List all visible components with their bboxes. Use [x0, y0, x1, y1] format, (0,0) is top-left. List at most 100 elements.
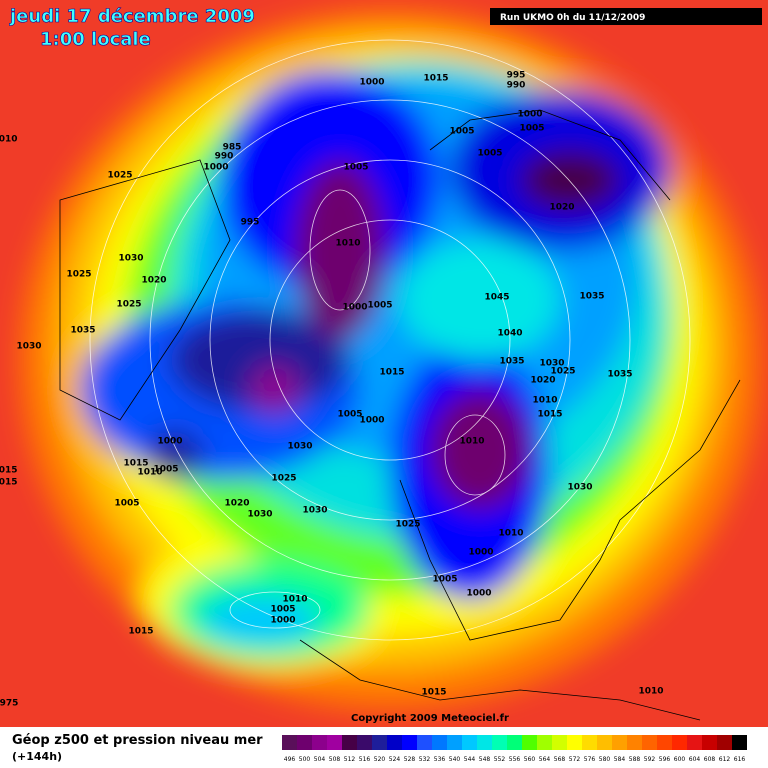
- isobar-label: 1000: [157, 437, 182, 447]
- color-label: 588: [629, 756, 641, 763]
- run-label: Run UKMO 0h du 11/12/2009: [500, 13, 645, 23]
- legend-title: Géop z500 et pression niveau mer: [12, 733, 263, 748]
- color-label: 604: [689, 756, 701, 763]
- isobar-label: 1015: [537, 410, 562, 420]
- color-label: 548: [479, 756, 491, 763]
- color-label: 556: [509, 756, 521, 763]
- color-label: 552: [494, 756, 506, 763]
- isobar-label: 1000: [466, 589, 491, 599]
- isobar-label: 1040: [497, 329, 522, 339]
- color-cell: [297, 735, 312, 750]
- title: jeudi 17 décembre 2009: [9, 6, 255, 27]
- color-label: 560: [524, 756, 536, 763]
- isobar-label: 1000: [203, 163, 228, 173]
- run-box: [490, 8, 762, 25]
- color-label: 600: [674, 756, 686, 763]
- color-cell: [657, 735, 672, 750]
- isobar-label: 1010: [459, 437, 484, 447]
- isobar-label: 1035: [579, 292, 604, 302]
- isobar-label: 1030: [567, 483, 592, 493]
- color-cell: [372, 735, 387, 750]
- color-cell: [582, 735, 597, 750]
- isobar-label: 1005: [367, 301, 392, 311]
- color-cell: [702, 735, 717, 750]
- color-label: 536: [434, 756, 446, 763]
- color-label: 496: [284, 756, 296, 763]
- color-label: 504: [314, 756, 326, 763]
- isobar-label: 975: [0, 699, 18, 709]
- isobar-label: 1010: [137, 468, 162, 478]
- isobar-label: 1000: [468, 548, 493, 558]
- color-cell: [312, 735, 327, 750]
- color-label: 568: [554, 756, 566, 763]
- isobar-label: 1015: [0, 466, 18, 476]
- color-cell: [627, 735, 642, 750]
- isobar-label: 1010: [0, 135, 18, 145]
- color-cell: [492, 735, 507, 750]
- color-cell: [462, 735, 477, 750]
- isobar-label: 1000: [359, 416, 384, 426]
- isobar-label: 1005: [519, 124, 544, 134]
- isobar-label: 1005: [432, 575, 457, 585]
- color-label: 532: [419, 756, 431, 763]
- color-cell: [402, 735, 417, 750]
- color-cell: [522, 735, 537, 750]
- color-label: 576: [584, 756, 596, 763]
- isobar-label: 1005: [449, 127, 474, 137]
- color-label: 608: [704, 756, 716, 763]
- color-label: 572: [569, 756, 581, 763]
- isobar-label: 1030: [302, 506, 327, 516]
- color-cell: [567, 735, 582, 750]
- isobar-label: 1005: [153, 465, 178, 475]
- color-label: 540: [449, 756, 461, 763]
- isobar-label: 1020: [224, 499, 249, 509]
- color-cell: [552, 735, 567, 750]
- color-label: 564: [539, 756, 551, 763]
- isobar-label: 1005: [343, 163, 368, 173]
- isobar-label: 1025: [116, 300, 141, 310]
- field: [0, 0, 768, 727]
- subtitle: 1:00 locale: [40, 29, 151, 50]
- isobar-label: 1030: [287, 442, 312, 452]
- color-cell: [642, 735, 657, 750]
- isobar-label: 1035: [499, 357, 524, 367]
- isobar-label: 1010: [498, 529, 523, 539]
- color-cell: [597, 735, 612, 750]
- color-cell: [447, 735, 462, 750]
- color-cell: [282, 735, 297, 750]
- color-cell: [477, 735, 492, 750]
- color-label: 524: [389, 756, 401, 763]
- isobar-label: 995: [241, 218, 260, 228]
- color-label: 616: [734, 756, 746, 763]
- isobar-label: 1005: [477, 149, 502, 159]
- isobar-label: 1005: [337, 410, 362, 420]
- isobar-label: 1015: [421, 688, 446, 698]
- isobar-label: 1030: [118, 254, 143, 264]
- color-cell: [327, 735, 342, 750]
- color-label: 592: [644, 756, 656, 763]
- isobar-label: 1015: [379, 368, 404, 378]
- isobar-label: 990: [215, 152, 234, 162]
- isobar-label: 1005: [270, 605, 295, 615]
- color-cell: [537, 735, 552, 750]
- color-cell: [612, 735, 627, 750]
- isobar-label: 1035: [607, 370, 632, 380]
- isobar-label: 1000: [517, 110, 542, 120]
- color-cell: [732, 735, 747, 750]
- legend-lead: (+144h): [12, 750, 62, 763]
- isobar-label: 1025: [66, 270, 91, 280]
- isobar-label: 1005: [114, 499, 139, 509]
- color-label: 508: [329, 756, 341, 763]
- isobar-label: 1000: [359, 78, 384, 88]
- isobar-label: 1015: [423, 74, 448, 84]
- color-cell: [357, 735, 372, 750]
- color-cell: [387, 735, 402, 750]
- color-cell: [432, 735, 447, 750]
- color-cell: [687, 735, 702, 750]
- isobar-label: 1025: [550, 367, 575, 377]
- isobar-label: 1025: [271, 474, 296, 484]
- isobar-label: 1010: [532, 396, 557, 406]
